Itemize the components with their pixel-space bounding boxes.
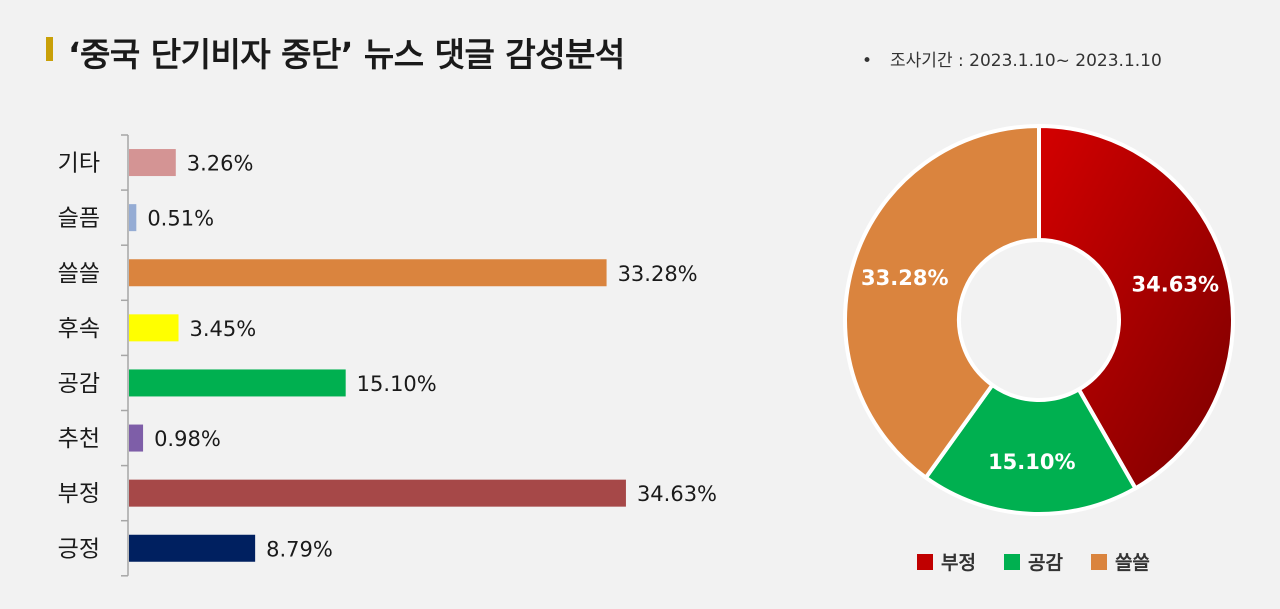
donut-slice <box>1037 123 1235 492</box>
bar-value-label: 3.26% <box>187 152 254 176</box>
bar-category-label: 추천 <box>58 426 100 452</box>
bar-value-label: 33.28% <box>618 262 698 286</box>
bar-category-label: 부정 <box>58 481 100 507</box>
bar-category-label: 긍정 <box>58 536 100 562</box>
donut-slice-label: 15.10% <box>988 450 1075 474</box>
page-title: ‘중국 단기비자 중단’ 뉴스 댓글 감성분석 <box>68 35 625 74</box>
legend-label: 부정 <box>941 552 976 574</box>
legend-item: 공감 <box>1003 548 1063 575</box>
bar-category-label: 후속 <box>58 316 100 342</box>
legend-swatch <box>1003 553 1020 570</box>
bar-value-label: 0.98% <box>154 427 221 451</box>
bar <box>129 314 179 342</box>
period-bullet: • <box>862 51 873 71</box>
donut-slice <box>843 123 1041 481</box>
bar-value-label: 8.79% <box>266 537 333 561</box>
donut-legend: 부정 공감 쓸쓸 <box>917 548 1150 575</box>
bar-category-label: 쓸쓸 <box>58 261 100 287</box>
bar <box>129 534 256 562</box>
donut-slice <box>923 382 1139 516</box>
bar-category-label: 기타 <box>58 151 100 177</box>
bar <box>129 259 607 287</box>
legend-label: 공감 <box>1027 552 1063 574</box>
bar-value-label: 34.63% <box>637 482 717 506</box>
bar <box>129 369 346 397</box>
legend-label: 쓸쓸 <box>1114 552 1150 574</box>
legend-swatch <box>1090 553 1107 570</box>
survey-period: • 조사기간 : 2023.1.10~ 2023.1.10 <box>862 46 1162 71</box>
legend-swatch <box>917 553 933 570</box>
bar-value-label: 0.51% <box>147 207 214 231</box>
legend-item: 쓸쓸 <box>1090 548 1150 575</box>
donut-slice-label: 34.63% <box>1132 273 1219 297</box>
bar <box>129 149 176 177</box>
bar-chart: 기타 3.26% 슬픔 0.51% 쓸쓸 33.28% 후속 3.45% 공감 15.10% 추천 0… <box>58 134 717 577</box>
bar <box>129 204 137 232</box>
title-marker <box>46 37 53 61</box>
donut-slice-label: 33.28% <box>861 266 948 290</box>
bar-category-label: 슬픔 <box>58 206 100 232</box>
bar-value-label: 15.10% <box>357 372 437 396</box>
legend-item: 부정 <box>917 548 976 575</box>
bar <box>129 479 626 507</box>
period-text: 조사기간 : 2023.1.10~ 2023.1.10 <box>890 51 1162 71</box>
bar-value-label: 3.45% <box>190 317 257 341</box>
bar <box>129 424 144 452</box>
bar-category-label: 공감 <box>58 371 100 397</box>
